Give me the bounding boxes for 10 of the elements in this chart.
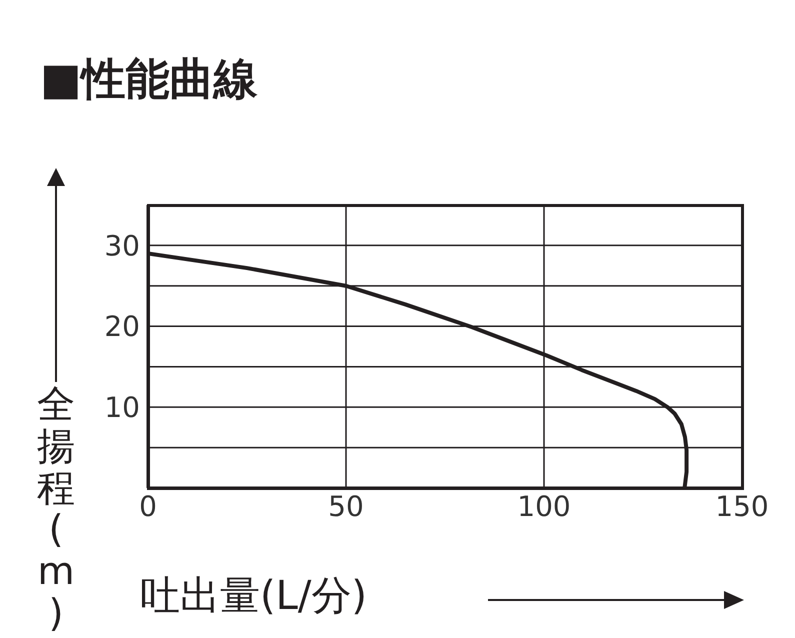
x-tick-label: 0 [139, 490, 157, 523]
y-tick-label: 20 [104, 310, 140, 344]
y-axis-title: 全揚程(m) [36, 382, 76, 635]
x-tick-label: 50 [328, 490, 364, 523]
x-axis-title: 吐出量(L/分) [140, 572, 367, 620]
y-tick-label: 30 [104, 229, 140, 262]
chart-title: ■性能曲線 [40, 53, 258, 107]
x-tick-label: 100 [517, 490, 571, 523]
x-tick-label: 150 [715, 490, 769, 523]
y-tick-label: 10 [104, 391, 140, 424]
